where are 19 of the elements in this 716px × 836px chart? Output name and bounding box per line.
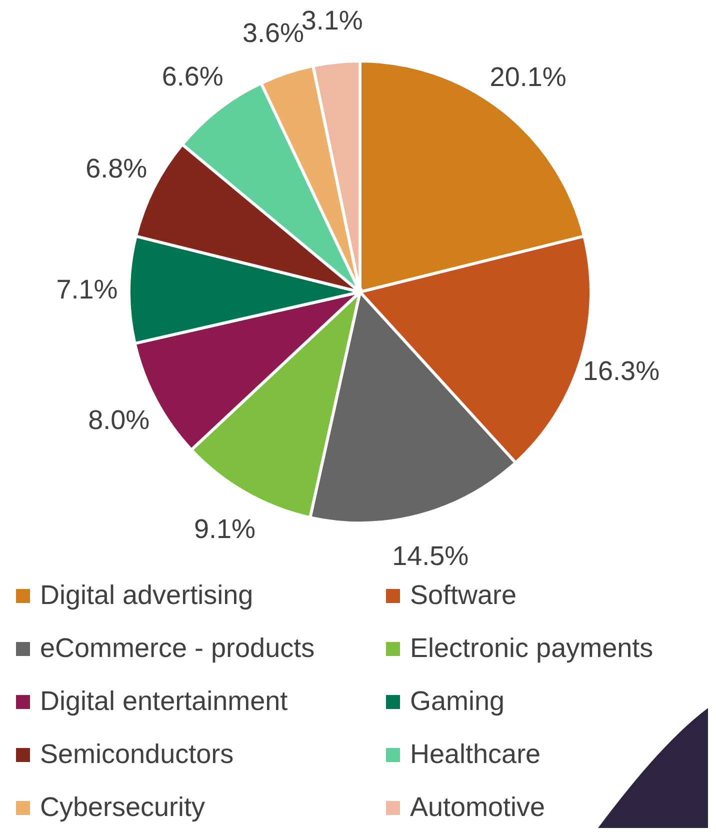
data-label: 16.3% — [583, 356, 660, 386]
legend-label: Semiconductors — [40, 739, 234, 770]
legend-label: Cybersecurity — [40, 792, 206, 823]
legend-label: Gaming — [410, 686, 505, 717]
legend-label: Healthcare — [410, 739, 541, 770]
legend-label: Digital entertainment — [40, 686, 288, 717]
legend-label: eCommerce - products — [40, 633, 315, 664]
data-label: 6.6% — [162, 61, 224, 92]
data-label: 6.8% — [86, 154, 148, 184]
data-label: 14.5% — [392, 540, 469, 571]
data-label: 3.6% — [242, 18, 304, 48]
data-label: 8.0% — [88, 405, 150, 436]
data-label: 9.1% — [194, 514, 256, 544]
legend-label: Software — [410, 580, 517, 611]
data-label: 7.1% — [56, 274, 118, 304]
legend-label: Automotive — [410, 792, 546, 823]
legend-label: Electronic payments — [410, 633, 654, 664]
legend-label: Digital advertising — [40, 580, 254, 611]
data-label: 20.1% — [490, 62, 566, 92]
